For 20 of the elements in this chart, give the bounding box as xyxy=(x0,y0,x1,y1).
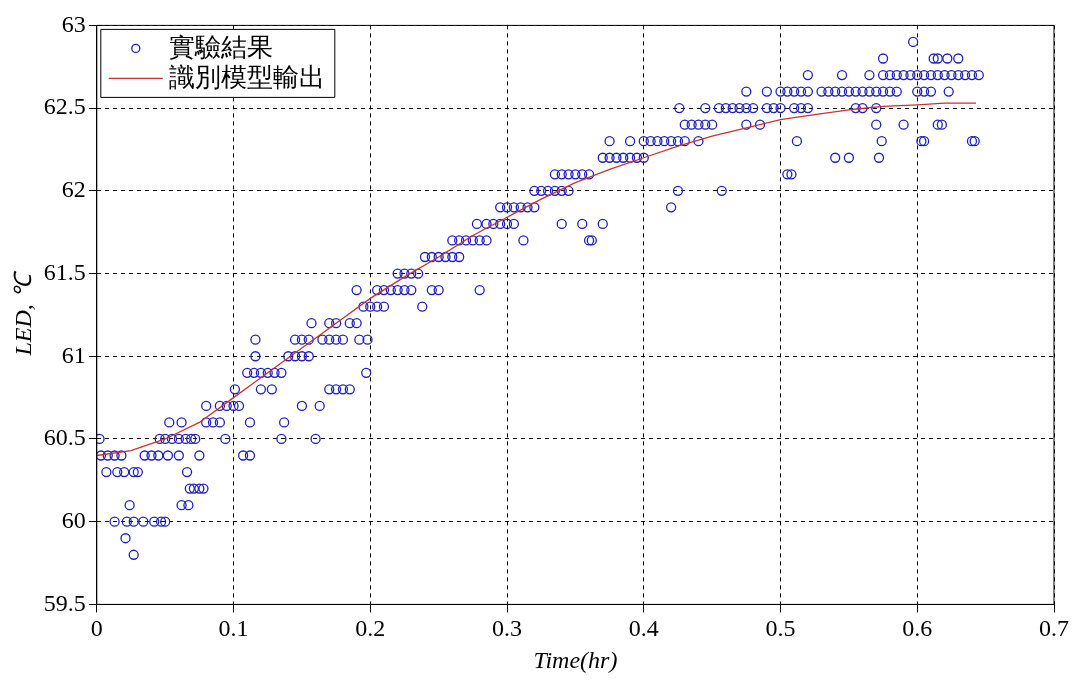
y-tick-label: 60.5 xyxy=(43,424,86,451)
x-tick-label: 0.3 xyxy=(492,615,523,642)
y-tick-label: 61.5 xyxy=(43,258,86,285)
x-tick-label: 0.5 xyxy=(765,615,796,642)
legend-label: 識別模型輸出 xyxy=(168,62,325,93)
y-tick-label: 61 xyxy=(61,341,86,368)
y-tick-label: 63 xyxy=(61,10,86,37)
y-tick-label: 62.5 xyxy=(43,93,86,120)
x-tick-label: 0.4 xyxy=(628,615,659,642)
y-tick-label: 59.5 xyxy=(43,589,86,616)
x-tick-label: 0 xyxy=(90,615,103,642)
legend-label: 實驗結果 xyxy=(168,32,273,63)
x-tick-label: 0.2 xyxy=(355,615,386,642)
y-tick-label: 60 xyxy=(61,506,86,533)
x-tick-label: 0.7 xyxy=(1039,615,1069,642)
x-tick-label: 0.6 xyxy=(902,615,933,642)
x-axis-title: Time(hr) xyxy=(533,646,618,673)
x-tick-label: 0.1 xyxy=(218,615,249,642)
y-tick-label: 62 xyxy=(61,176,86,203)
y-axis-title: LED, ℃ xyxy=(9,270,36,357)
